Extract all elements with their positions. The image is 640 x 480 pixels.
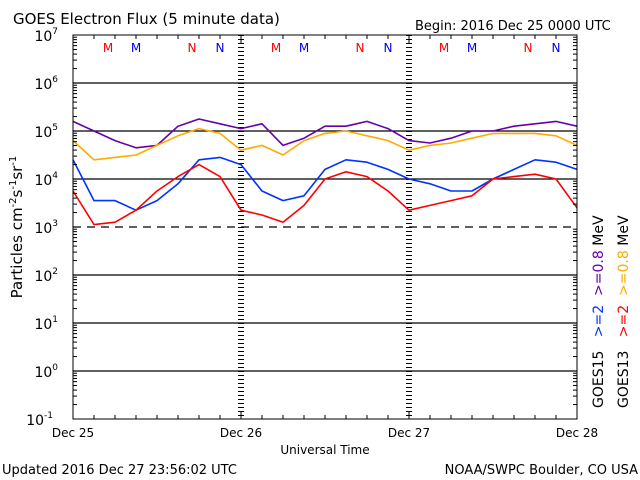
y-tick-label: 105 [34,123,58,141]
y-tick-label: 107 [34,27,58,45]
x-tick-label: Dec 25 [52,426,94,440]
series-line-3 [72,163,578,226]
mn-marker: N [524,41,533,55]
mn-marker: M [271,41,281,55]
mn-marker: M [103,41,113,55]
x-axis-label: Universal Time [280,443,369,457]
mn-marker: N [188,41,197,55]
footer-updated: Updated 2016 Dec 27 23:56:02 UTC [2,463,237,478]
begin-label: Begin: 2016 Dec 25 0000 UTC [415,19,611,34]
mn-marker: M [299,41,309,55]
x-tick-label: Dec 28 [556,426,598,440]
mn-marker: N [384,41,393,55]
chart-title: GOES Electron Flux (5 minute data) [13,10,280,28]
mn-marker: M [467,41,477,55]
x-tick-label: Dec 26 [220,426,262,440]
mn-marker: M [439,41,449,55]
y-tick-label: 104 [34,171,58,189]
legend-column: GOES15 >=2 >=0.8 MeV [591,215,607,408]
mn-marker: N [552,41,561,55]
y-tick-label: 10-1 [26,411,53,429]
y-tick-label: 103 [34,219,58,237]
y-tick-label: 102 [34,267,58,285]
series-line-2 [72,156,578,211]
footer-credit: NOAA/SWPC Boulder, CO USA [445,463,638,478]
y-tick-label: 101 [34,315,58,333]
x-tick-label: Dec 27 [388,426,430,440]
series-line-1 [72,127,578,161]
mn-marker: N [216,41,225,55]
mn-marker: N [356,41,365,55]
y-tick-label: 106 [34,75,58,93]
y-axis-label: Particles cm-2s-1sr-1 [8,156,26,299]
legend: GOES15 >=2 >=0.8 MeV GOES13 >=2 >=0.8 MeV [591,215,632,408]
mn-marker: M [131,41,141,55]
y-tick-label: 100 [34,363,58,381]
legend-column: GOES13 >=2 >=0.8 MeV [616,215,632,408]
